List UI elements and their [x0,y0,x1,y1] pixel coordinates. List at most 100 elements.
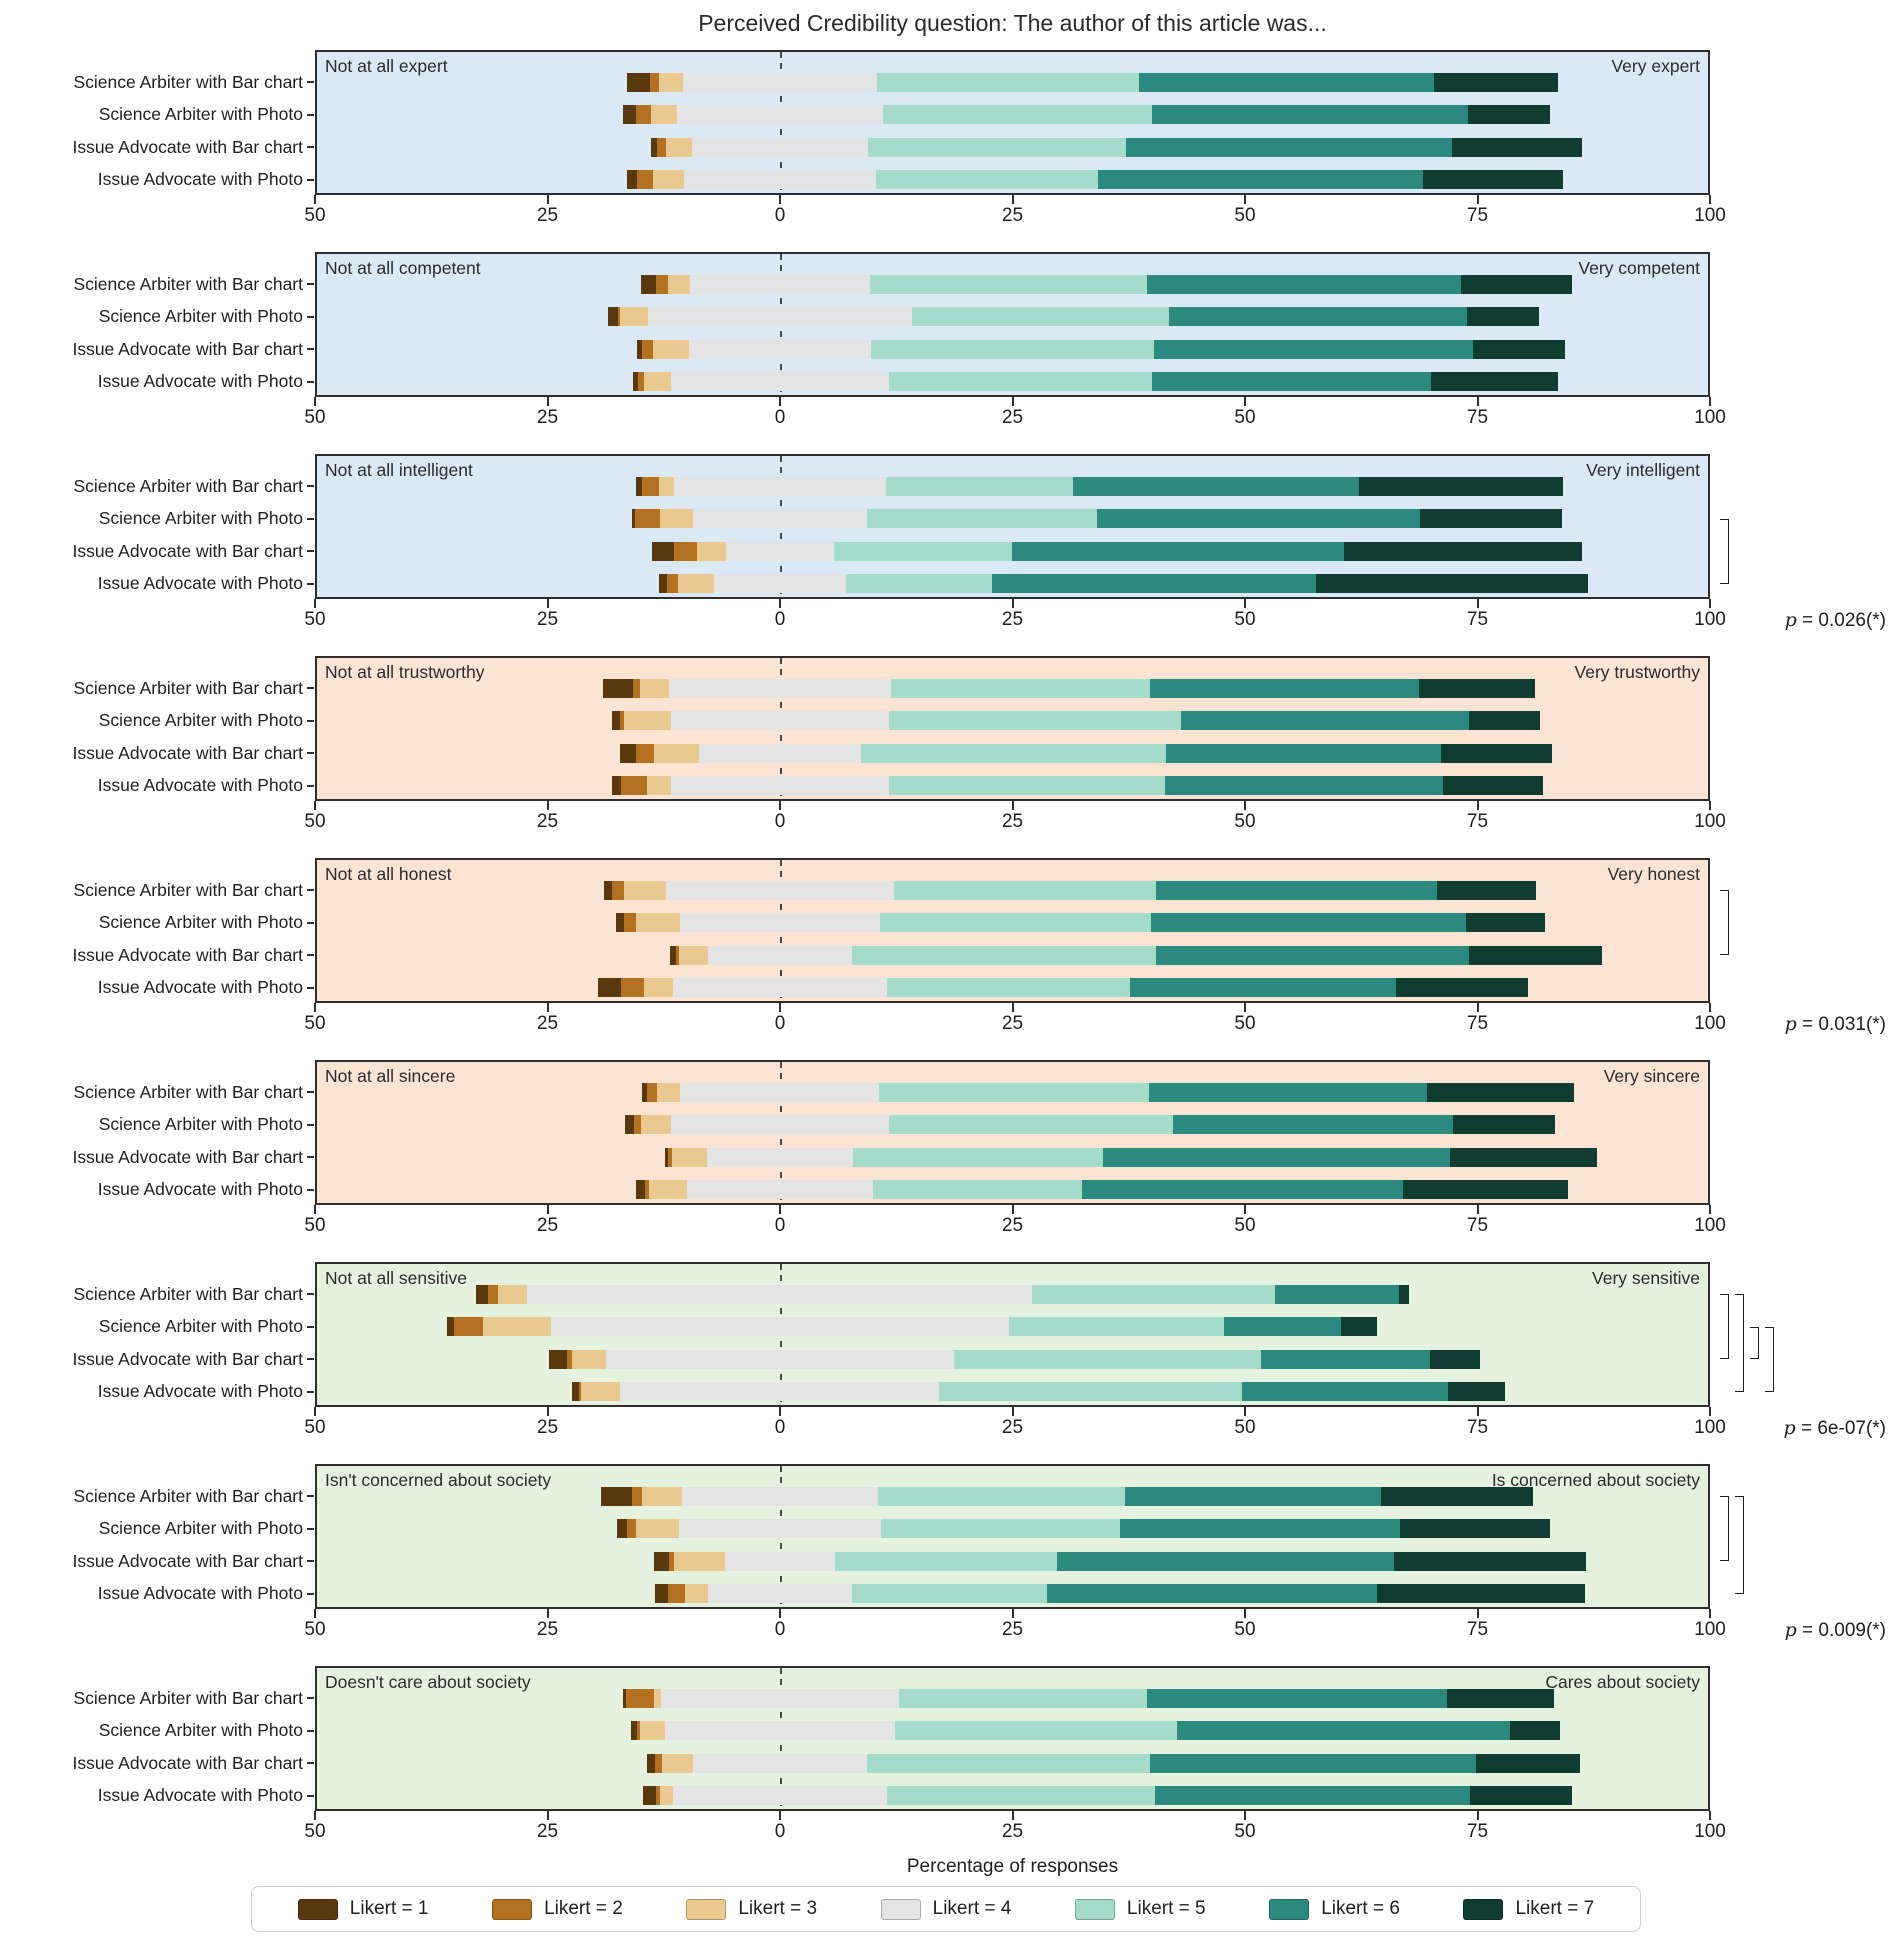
bar-segment-likert-3 [677,574,714,594]
legend-swatch [880,1898,921,1920]
bar-segment-likert-4 [689,274,871,294]
panel-positive-label: Very expert [1611,56,1700,76]
bar-segment-likert-7 [1359,476,1563,496]
bar-segment-likert-5 [889,711,1182,731]
x-tick [1244,397,1246,406]
x-tick-label: 50 [1234,1417,1256,1438]
bar-segment-likert-1 [625,1115,635,1135]
row-label: Science Arbiter with Bar chart [73,475,303,496]
bar-segment-likert-4 [681,1486,879,1506]
bar-segment-likert-6 [1102,1147,1450,1167]
bar-segment-likert-3 [659,476,674,496]
legend-label: Likert = 4 [932,1898,1012,1919]
x-tick [546,397,549,406]
x-tick-label: 25 [536,407,559,428]
bar-segment-likert-4 [678,1519,882,1539]
bar-segment-likert-6 [1156,880,1437,900]
bar-segment-likert-5 [876,72,1139,92]
bar-segment-likert-1 [635,476,643,496]
x-tick [1476,195,1479,204]
y-tick [307,1697,314,1699]
x-tick-label: 25 [1001,811,1024,832]
chart-title: Perceived Credibility question: The auth… [698,10,1327,36]
bar-segment-likert-5 [851,945,1156,965]
x-tick [546,195,549,204]
bar-segment-likert-7 [1446,1688,1554,1708]
bar-segment-likert-2 [624,913,637,933]
bar-segment-likert-6 [1082,1180,1404,1200]
bar-segment-likert-4 [688,339,872,359]
bar-segment-likert-1 [615,913,625,933]
panel-negative-label: Not at all trustworthy [325,662,485,682]
row-label: Science Arbiter with Bar chart [73,1687,303,1708]
y-tick [307,517,314,520]
bar-segment-likert-7 [1376,1584,1585,1604]
bar-segment-likert-7 [1443,776,1543,796]
bar-segment-likert-7 [1344,541,1582,561]
bar-segment-likert-4 [693,1753,867,1773]
bar-segment-likert-3 [674,1551,725,1571]
y-tick [307,1560,314,1563]
legend-item: Likert = 6 [1269,1898,1400,1920]
panel-2: Not at all competent Very competent [315,252,1710,397]
x-tick [1244,195,1246,204]
legend-swatch [297,1898,338,1920]
likert-bar [642,1786,1572,1806]
row-label: Science Arbiter with Bar chart [73,677,303,698]
x-tick [314,1205,316,1214]
x-tick [1244,1205,1246,1214]
likert-bar [615,913,1545,933]
panel-positive-label: Is concerned about society [1491,1470,1700,1490]
x-tick-label: 50 [1234,1215,1256,1236]
bar-segment-likert-5 [887,1786,1156,1806]
x-tick [314,397,316,406]
bar-segment-likert-7 [1449,1147,1598,1167]
x-tick-label: 50 [1234,1619,1256,1640]
bar-segment-likert-6 [1149,1753,1477,1773]
likert-bar [635,476,1563,496]
legend-item: Likert = 1 [297,1898,428,1920]
likert-bar [603,880,1536,900]
x-tick-label: 75 [1466,1821,1489,1842]
panel-negative-label: Not at all sincere [325,1066,456,1086]
likert-bar [670,945,1603,965]
y-tick [307,1527,314,1530]
y-tick [307,1762,314,1765]
bar-segment-likert-7 [1476,1753,1581,1773]
x-tick-label: 0 [774,1013,786,1034]
bar-segment-likert-2 [637,1721,641,1741]
panel-1: Not at all expert Very expert [315,50,1710,195]
likert-bar [476,1284,1410,1304]
bar-segment-likert-4 [666,880,894,900]
bar-segment-likert-2 [578,1382,582,1402]
bar-segment-likert-3 [653,743,699,763]
bar-segment-likert-7 [1403,1180,1568,1200]
bar-segment-likert-7 [1472,339,1565,359]
likert-bar [548,1349,1480,1369]
x-tick [314,195,316,204]
likert-bar [622,1688,1554,1708]
x-axis-label: Percentage of responses [906,1856,1119,1877]
panel-negative-label: Doesn't care about society [325,1672,531,1692]
bar-segment-likert-5 [866,509,1097,529]
x-tick [1709,1003,1711,1012]
bar-segment-likert-5 [954,1349,1262,1369]
x-tick-label: 25 [536,1215,559,1236]
bar-segment-likert-1 [651,541,674,561]
bar-segment-likert-3 [636,913,680,933]
panel-5: Not at all honest Very honest [315,858,1710,1003]
likert-bar [572,1382,1505,1402]
bar-segment-likert-4 [680,1082,880,1102]
x-tick [314,1407,316,1416]
bar-segment-likert-1 [611,776,621,796]
bar-segment-likert-2 [636,743,654,763]
likert-bar [647,1753,1581,1773]
bar-segment-likert-6 [1169,307,1467,327]
bar-segment-likert-4 [670,711,890,731]
x-tick-label: 25 [1001,1821,1024,1842]
bar-segment-likert-7 [1451,137,1583,157]
bar-segment-likert-5 [881,1519,1121,1539]
x-tick-label: 100 [1694,1821,1726,1842]
bar-segment-likert-3 [654,1688,661,1708]
bar-segment-likert-2 [668,1551,675,1571]
